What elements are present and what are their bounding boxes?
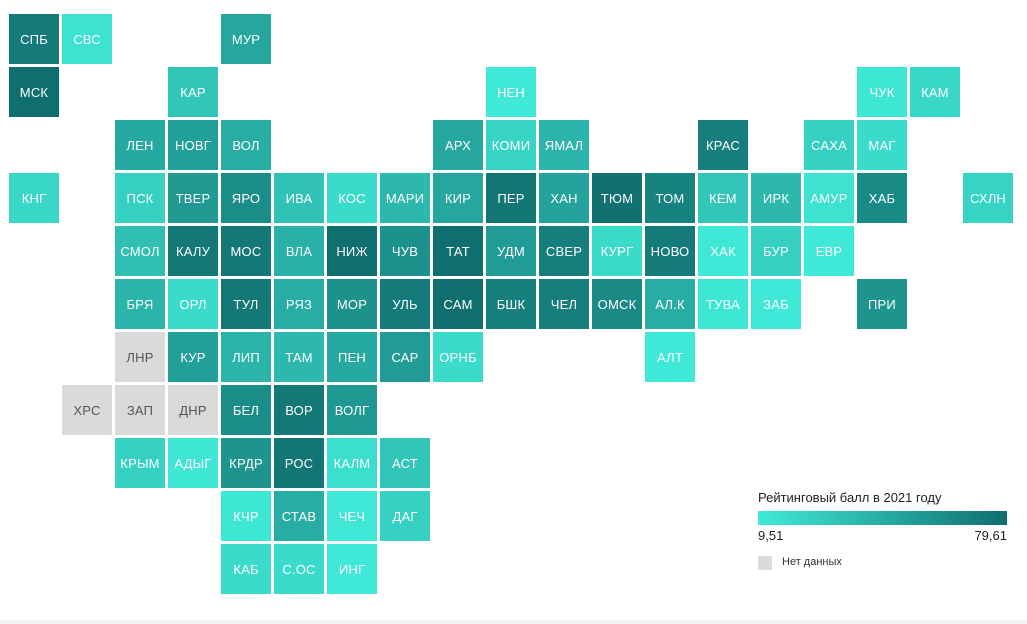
region-tile[interactable]: ЧУВ xyxy=(380,226,430,276)
region-tile[interactable]: ТАТ xyxy=(433,226,483,276)
region-tile[interactable]: ОРНБ xyxy=(433,332,483,382)
region-tile[interactable]: ЛНР xyxy=(115,332,165,382)
legend-max-label: 79,61 xyxy=(974,528,1007,543)
region-tile[interactable]: ХАК xyxy=(698,226,748,276)
region-tile[interactable]: САХА xyxy=(804,120,854,170)
region-tile[interactable]: ОРЛ xyxy=(168,279,218,329)
region-tile[interactable]: МУР xyxy=(221,14,271,64)
region-tile[interactable]: КОМИ xyxy=(486,120,536,170)
region-tile[interactable]: СПБ xyxy=(9,14,59,64)
region-tile[interactable]: СВС xyxy=(62,14,112,64)
region-tile[interactable]: КЕМ xyxy=(698,173,748,223)
region-tile[interactable]: ХАН xyxy=(539,173,589,223)
region-tile[interactable]: РЯЗ xyxy=(274,279,324,329)
region-tile[interactable]: КАБ xyxy=(221,544,271,594)
region-tile[interactable]: ТУЛ xyxy=(221,279,271,329)
region-tile[interactable]: РОС xyxy=(274,438,324,488)
region-tile[interactable]: ПСК xyxy=(115,173,165,223)
region-tile[interactable]: ИРК xyxy=(751,173,801,223)
region-tile[interactable]: МАРИ xyxy=(380,173,430,223)
legend-nodata-label: Нет данных xyxy=(782,556,842,568)
region-tile[interactable]: С.ОС xyxy=(274,544,324,594)
region-tile[interactable]: АДЫГ xyxy=(168,438,218,488)
legend-min-label: 9,51 xyxy=(758,528,784,543)
region-tile[interactable]: КЧР xyxy=(221,491,271,541)
region-tile[interactable]: САР xyxy=(380,332,430,382)
region-tile[interactable]: АЛ.К xyxy=(645,279,695,329)
region-tile[interactable]: БУР xyxy=(751,226,801,276)
region-tile[interactable]: СХЛН xyxy=(963,173,1013,223)
region-tile[interactable]: ЯМАЛ xyxy=(539,120,589,170)
region-tile[interactable]: ПРИ xyxy=(857,279,907,329)
region-tile[interactable]: КАМ xyxy=(910,67,960,117)
region-tile[interactable]: ПЕН xyxy=(327,332,377,382)
region-tile[interactable]: ОМСК xyxy=(592,279,642,329)
region-tile[interactable]: КОС xyxy=(327,173,377,223)
legend-gradient-bar xyxy=(758,511,1007,525)
region-tile[interactable]: СВЕР xyxy=(539,226,589,276)
region-tile[interactable]: АСТ xyxy=(380,438,430,488)
region-tile[interactable]: МСК xyxy=(9,67,59,117)
region-tile[interactable]: ПЕР xyxy=(486,173,536,223)
region-tile[interactable]: ЧЕЧ xyxy=(327,491,377,541)
region-tile[interactable]: КНГ xyxy=(9,173,59,223)
bottom-divider xyxy=(0,620,1027,624)
region-tile[interactable]: КУР xyxy=(168,332,218,382)
region-tile[interactable]: МОС xyxy=(221,226,271,276)
region-tile[interactable]: УЛЬ xyxy=(380,279,430,329)
region-tile[interactable]: БШК xyxy=(486,279,536,329)
region-tile[interactable]: СТАВ xyxy=(274,491,324,541)
region-tile[interactable]: КАЛМ xyxy=(327,438,377,488)
region-tile[interactable]: ВОЛГ xyxy=(327,385,377,435)
legend: Рейтинговый балл в 2021 году 9,51 79,61 … xyxy=(758,490,1010,580)
region-tile[interactable]: ЗАП xyxy=(115,385,165,435)
region-tile[interactable]: МАГ xyxy=(857,120,907,170)
region-tile[interactable]: АРХ xyxy=(433,120,483,170)
region-tile[interactable]: ЕВР xyxy=(804,226,854,276)
region-tile[interactable]: ТУВА xyxy=(698,279,748,329)
region-tile[interactable]: ТАМ xyxy=(274,332,324,382)
region-tile[interactable]: ЛИП xyxy=(221,332,271,382)
region-tile[interactable]: ЗАБ xyxy=(751,279,801,329)
region-tile[interactable]: ВОР xyxy=(274,385,324,435)
region-tile[interactable]: ТВЕР xyxy=(168,173,218,223)
region-tile[interactable]: ВЛА xyxy=(274,226,324,276)
region-tile[interactable]: ЧУК xyxy=(857,67,907,117)
region-tile[interactable]: КАЛУ xyxy=(168,226,218,276)
region-tile[interactable]: УДМ xyxy=(486,226,536,276)
region-tile[interactable]: НИЖ xyxy=(327,226,377,276)
region-tile[interactable]: КРДР xyxy=(221,438,271,488)
region-tile[interactable]: ТЮМ xyxy=(592,173,642,223)
region-tile[interactable]: ДАГ xyxy=(380,491,430,541)
region-tile[interactable]: КУРГ xyxy=(592,226,642,276)
region-tile[interactable]: НОВГ xyxy=(168,120,218,170)
region-tile[interactable]: СМОЛ xyxy=(115,226,165,276)
region-tile[interactable]: КАР xyxy=(168,67,218,117)
region-tile[interactable]: КРЫМ xyxy=(115,438,165,488)
region-tile[interactable]: САМ xyxy=(433,279,483,329)
region-tile[interactable]: КРАС xyxy=(698,120,748,170)
region-tile[interactable]: ИВА xyxy=(274,173,324,223)
region-tile[interactable]: МОР xyxy=(327,279,377,329)
legend-nodata-swatch xyxy=(758,556,772,570)
region-tile[interactable]: ЛЕН xyxy=(115,120,165,170)
tile-map: СПБ СВС МУР МСК КАР НЕН ЧУК КАМ ЛЕН НОВГ ВОЛ АРХ КОМ… xyxy=(9,14,1013,594)
region-tile[interactable]: ЧЕЛ xyxy=(539,279,589,329)
region-tile[interactable]: НЕН xyxy=(486,67,536,117)
region-tile[interactable]: ВОЛ xyxy=(221,120,271,170)
region-tile[interactable]: ДНР xyxy=(168,385,218,435)
region-tile[interactable]: БЕЛ xyxy=(221,385,271,435)
legend-title: Рейтинговый балл в 2021 году xyxy=(758,490,942,505)
region-tile[interactable]: АЛТ xyxy=(645,332,695,382)
region-tile[interactable]: ХАБ xyxy=(857,173,907,223)
region-tile[interactable]: ХРС xyxy=(62,385,112,435)
region-tile[interactable]: ЯРО xyxy=(221,173,271,223)
region-tile[interactable]: КИР xyxy=(433,173,483,223)
region-tile[interactable]: БРЯ xyxy=(115,279,165,329)
region-tile[interactable]: ИНГ xyxy=(327,544,377,594)
region-tile[interactable]: ТОМ xyxy=(645,173,695,223)
region-tile[interactable]: НОВО xyxy=(645,226,695,276)
region-tile[interactable]: АМУР xyxy=(804,173,854,223)
